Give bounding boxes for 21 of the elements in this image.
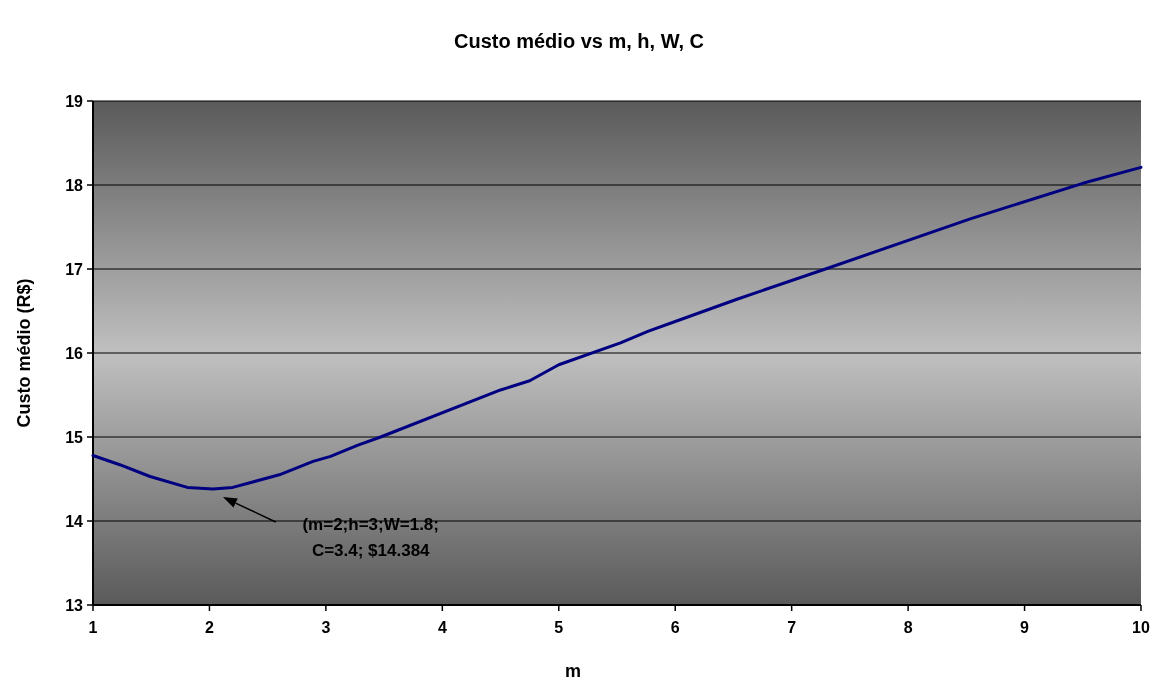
x-axis-title: m <box>564 661 582 681</box>
y-tick-label: 18 <box>65 176 84 194</box>
y-tick-label: 15 <box>65 428 84 446</box>
x-tick-label: 3 <box>321 619 331 636</box>
x-tick-label: 8 <box>903 619 913 636</box>
y-tick-label: 17 <box>65 260 84 278</box>
x-tick-label: 1 <box>88 619 98 636</box>
y-tick-label: 16 <box>65 344 84 362</box>
chart-title: Custo médio vs m, h, W, C <box>453 30 705 52</box>
x-tick-label: 10 <box>1132 619 1150 636</box>
y-tick-label: 13 <box>65 596 84 614</box>
y-axis-title: Custo médio (R$) <box>14 278 34 428</box>
x-tick-label: 4 <box>437 619 447 636</box>
x-tick-label: 2 <box>204 619 214 636</box>
x-tick-label: 5 <box>554 619 564 636</box>
x-tick-label: 9 <box>1020 619 1030 636</box>
y-tick-label: 19 <box>65 92 84 110</box>
x-tick-label: 7 <box>787 619 797 636</box>
x-tick-label: 6 <box>670 619 680 636</box>
y-tick-label: 14 <box>65 512 84 530</box>
annotation: (m=2;h=3;W=1.8; C=3.4; $14.384 <box>302 515 439 560</box>
